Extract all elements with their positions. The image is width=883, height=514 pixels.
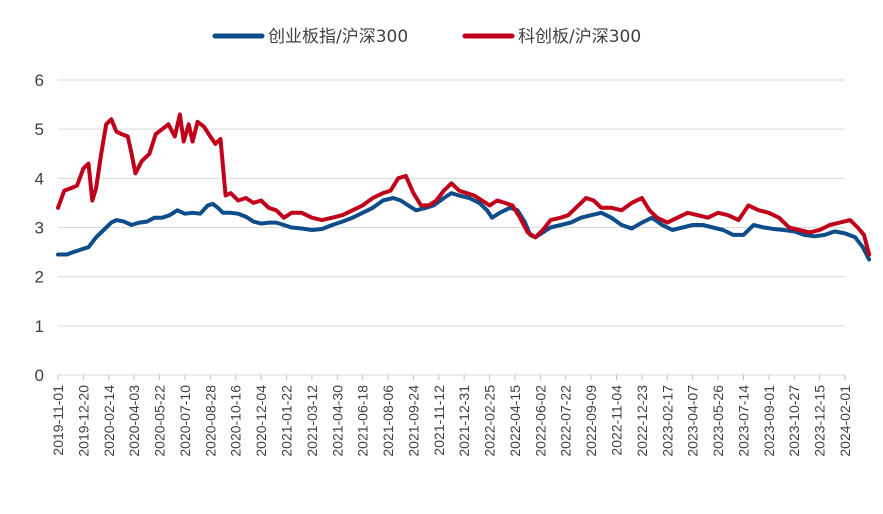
x-tick-label: 2021-11-12 [431,385,447,456]
y-tick-label: 1 [35,317,44,336]
x-tick-label: 2020-12-04 [253,385,269,457]
x-tick-label: 2022-09-09 [583,385,599,457]
x-axis-ticks: 2019-11-01 2019-12-20 2020-02-14 2020-04-03… [50,375,853,457]
legend: 创业板指/沪深300 科创板/沪深300 [212,27,641,47]
x-tick-label: 2020-10-16 [228,385,244,457]
gridlines [58,79,845,376]
x-tick-label: 2021-12-31 [456,385,472,457]
x-tick-label: 2022-11-04 [609,385,625,456]
x-tick-label: 2023-07-14 [735,385,751,457]
y-tick-label: 4 [35,169,44,188]
x-tick-label: 2021-09-24 [405,385,421,457]
series-line-1 [56,191,872,262]
x-tick-label: 2023-09-01 [761,385,777,457]
y-tick-label: 3 [35,219,44,238]
y-tick-label: 5 [35,120,44,139]
x-tick-label: 2019-12-20 [75,385,91,457]
x-tick-label: 2022-06-02 [532,385,548,457]
x-tick-label: 2020-04-03 [126,385,142,457]
x-tick-label: 2024-02-01 [837,385,853,457]
x-tick-label: 2020-05-22 [152,385,168,457]
x-tick-label: 2023-04-07 [685,385,701,457]
x-tick-label: 2022-07-22 [558,385,574,457]
x-tick-label: 2022-04-15 [507,385,523,457]
y-tick-label: 0 [35,366,44,385]
x-tick-label: 2020-07-10 [177,385,193,457]
series-line-2 [56,112,872,257]
series-lines [56,112,872,262]
x-tick-label: 2023-12-15 [812,385,828,457]
y-axis-ticks: 0 1 2 3 4 5 6 [35,71,44,385]
x-tick-label: 2020-02-14 [101,385,117,457]
x-tick-label: 2021-08-06 [380,385,396,457]
x-tick-label: 2023-02-17 [659,385,675,457]
x-tick-label: 2023-10-27 [786,385,802,457]
legend-label-series-1: 创业板指/沪深300 [268,27,408,47]
y-tick-label: 2 [35,268,44,287]
x-tick-label: 2021-04-30 [329,385,345,457]
x-tick-label: 2020-08-28 [202,385,218,457]
x-tick-label: 2023-05-26 [710,385,726,457]
x-tick-label: 2019-11-01 [50,385,66,456]
x-tick-label: 2021-03-12 [304,385,320,457]
x-tick-label: 2022-12-23 [634,385,650,457]
y-tick-label: 6 [35,71,44,90]
x-tick-label: 2021-01-22 [278,385,294,457]
x-tick-label: 2021-06-18 [355,385,371,457]
legend-label-series-2: 科创板/沪深300 [518,27,641,47]
x-tick-label: 2022-02-25 [482,385,498,457]
